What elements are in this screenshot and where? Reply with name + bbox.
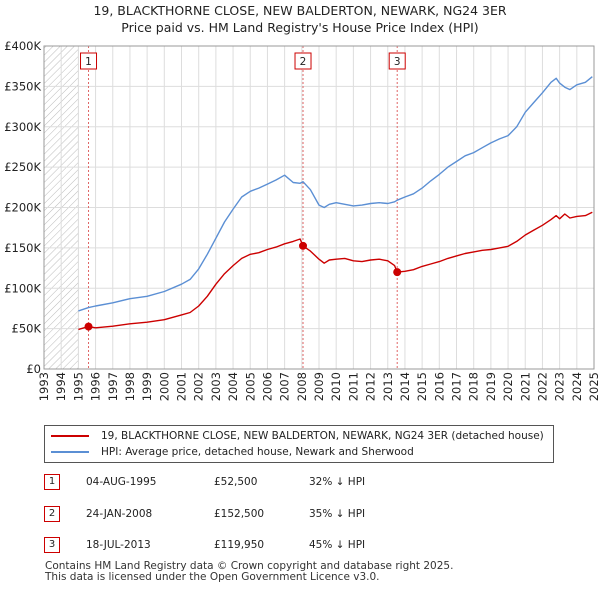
x-tick-label: 2000	[157, 372, 171, 401]
x-tick-label: 2016	[432, 372, 446, 401]
x-tick-label: 2009	[312, 372, 326, 401]
footer: Contains HM Land Registry data © Crown c…	[45, 561, 453, 583]
x-tick-label: 1997	[106, 372, 120, 401]
sale-price: £52,500	[214, 476, 258, 488]
sale-point	[299, 241, 308, 250]
legend-swatch-property	[51, 435, 89, 437]
y-tick-label: £400K	[4, 39, 41, 53]
x-tick-label: 2007	[278, 372, 292, 401]
x-tick-label: 2018	[467, 372, 481, 401]
chart-title-line2: Price paid vs. HM Land Registry's House …	[121, 20, 479, 35]
y-tick-label: £0	[26, 362, 41, 376]
y-tick-label: £50K	[12, 322, 42, 336]
x-tick-label: 2002	[192, 372, 206, 401]
x-tick-label: 2003	[209, 372, 223, 401]
x-tick-label: 2008	[295, 372, 309, 401]
sale-number-badge: 1	[44, 474, 60, 490]
x-tick-label: 2024	[570, 372, 584, 401]
y-tick-label: £200K	[4, 201, 41, 215]
legend-label-hpi: HPI: Average price, detached house, Newa…	[101, 446, 414, 458]
sale-point	[393, 268, 402, 277]
legend-label-property: 19, BLACKTHORNE CLOSE, NEW BALDERTON, NE…	[101, 430, 544, 442]
sale-date: 18-JUL-2013	[86, 539, 151, 551]
x-tick-label: 2010	[329, 372, 343, 401]
sale-hpi-comparison: 45% ↓ HPI	[309, 539, 366, 551]
x-tick-label: 2011	[346, 372, 360, 401]
legend: 19, BLACKTHORNE CLOSE, NEW BALDERTON, NE…	[44, 425, 554, 463]
x-tick-label: 2001	[175, 372, 189, 401]
x-tick-label: 2005	[243, 372, 257, 401]
x-tick-label: 2014	[398, 372, 412, 401]
x-tick-label: 2015	[415, 372, 429, 401]
sale-label: 3	[394, 56, 401, 68]
sale-row: 2 24-JAN-2008 £152,500 35% ↓ HPI	[44, 506, 444, 524]
y-tick-label: £150K	[4, 241, 41, 255]
legend-item-property: 19, BLACKTHORNE CLOSE, NEW BALDERTON, NE…	[51, 428, 544, 444]
x-tick-label: 2004	[226, 372, 240, 401]
sale-price: £152,500	[214, 508, 265, 520]
x-tick-label: 2012	[364, 372, 378, 401]
chart-title-line1: 19, BLACKTHORNE CLOSE, NEW BALDERTON, NE…	[93, 3, 507, 18]
sale-date: 24-JAN-2008	[86, 508, 153, 520]
x-tick-label: 2025	[587, 372, 600, 401]
sale-row: 1 04-AUG-1995 £52,500 32% ↓ HPI	[44, 474, 444, 492]
x-tick-label: 1995	[71, 372, 85, 401]
sale-label: 1	[85, 56, 92, 68]
sale-label-box	[294, 52, 312, 70]
series-lines	[78, 76, 593, 331]
sale-label: 2	[300, 56, 307, 68]
x-tick-label: 1993	[37, 372, 51, 401]
sale-hpi-comparison: 32% ↓ HPI	[309, 476, 366, 488]
y-tick-label: £350K	[4, 79, 41, 93]
x-tick-label: 2020	[501, 372, 515, 401]
chart-title: 19, BLACKTHORNE CLOSE, NEW BALDERTON, NE…	[0, 2, 600, 36]
x-tick-label: 2006	[260, 372, 274, 401]
sale-point	[84, 322, 93, 331]
sale-label-box	[80, 52, 98, 70]
x-tick-label: 1998	[123, 372, 137, 401]
x-tick-label: 2019	[484, 372, 498, 401]
plot-frame	[43, 45, 595, 370]
sale-markers: 1 2 3	[80, 52, 406, 331]
footer-copyright: Contains HM Land Registry data © Crown c…	[45, 560, 454, 572]
sale-price: £119,950	[214, 539, 265, 551]
x-tick-label: 1999	[140, 372, 154, 401]
sale-hpi-comparison: 35% ↓ HPI	[309, 508, 366, 520]
x-tick-label: 2013	[381, 372, 395, 401]
hpi-line	[78, 76, 593, 312]
sale-label-box	[388, 52, 406, 70]
y-axis-ticks: £0 £50K £100K £150K £200K £250K £300K £350K £400…	[4, 39, 41, 376]
legend-item-hpi: HPI: Average price, detached house, Newa…	[51, 444, 414, 460]
x-tick-label: 1996	[89, 372, 103, 401]
x-tick-label: 2021	[518, 372, 532, 401]
footer-licence: This data is licensed under the Open Gov…	[45, 571, 380, 583]
price-chart: 1 2 3 £0 £50K £100K £150K £200K £250K £300K £350K…	[4, 39, 600, 401]
sale-number-badge: 3	[44, 537, 60, 553]
x-tick-label: 2023	[553, 372, 567, 401]
y-tick-label: £300K	[4, 120, 41, 134]
x-tick-label: 2022	[535, 372, 549, 401]
x-tick-label: 2017	[450, 372, 464, 401]
sale-date: 04-AUG-1995	[86, 476, 157, 488]
legend-swatch-hpi	[51, 451, 89, 453]
x-tick-label: 1994	[54, 372, 68, 401]
x-axis-ticks: 1993 1994 1995 1996 1997 1998 1999 2000 2001 2002…	[37, 372, 600, 401]
sale-row: 3 18-JUL-2013 £119,950 45% ↓ HPI	[44, 537, 444, 555]
sale-date-lines	[88, 46, 398, 369]
y-tick-label: £100K	[4, 281, 41, 295]
property-price-line	[78, 211, 593, 331]
y-tick-label: £250K	[4, 160, 41, 174]
sale-number-badge: 2	[44, 506, 60, 522]
